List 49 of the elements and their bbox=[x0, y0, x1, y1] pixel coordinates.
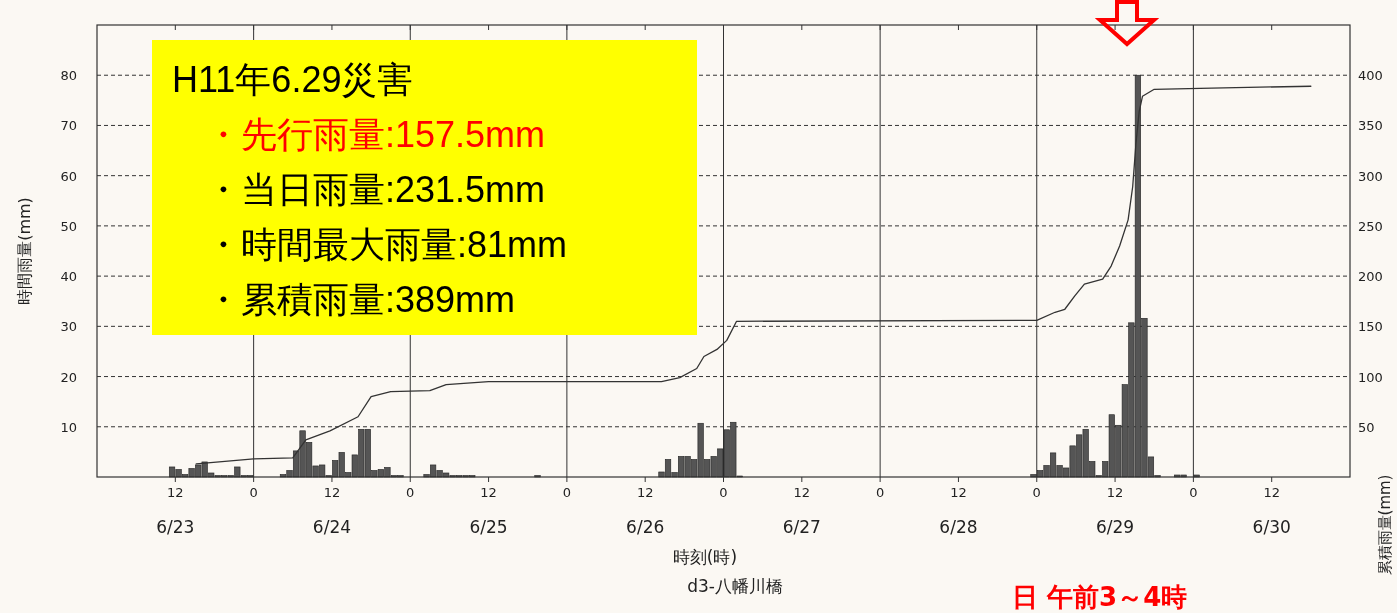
text: 6/24 bbox=[312, 517, 352, 537]
x-tick-label: 0 bbox=[249, 485, 258, 500]
y-tick-label: 70 bbox=[60, 118, 77, 134]
x-tick-label: 12 bbox=[793, 485, 811, 500]
y-tick-label: 40 bbox=[60, 269, 77, 285]
annotation: ・先行雨量:157.5mm bbox=[205, 114, 546, 155]
text: 6/27 bbox=[782, 517, 821, 537]
x-tick-label: 0 bbox=[562, 485, 572, 500]
y2-tick-label: 100 bbox=[1358, 369, 1383, 385]
x-tick-label: 0 bbox=[406, 485, 415, 500]
y2-tick-label: 250 bbox=[1358, 218, 1383, 234]
y2-tick-label: 200 bbox=[1358, 269, 1383, 285]
text: 6/28 bbox=[939, 517, 978, 537]
x-tick-label: 0 bbox=[1032, 485, 1041, 500]
y2-tick-label: 400 bbox=[1358, 68, 1383, 84]
y-tick-label: 80 bbox=[60, 68, 77, 84]
y2-tick-label: 350 bbox=[1358, 118, 1383, 134]
y-tick-label: 30 bbox=[60, 319, 77, 335]
x-tick-label: 0 bbox=[1189, 485, 1198, 500]
annotation: ・時間最大雨量:81mm bbox=[205, 224, 568, 265]
text: d3-八幡川橋 bbox=[687, 576, 783, 596]
x-tick-label: 12 bbox=[167, 485, 184, 500]
annotation: H11年6.29災害 bbox=[172, 59, 414, 100]
x-tick-label: 0 bbox=[875, 485, 885, 500]
y-tick-label: 50 bbox=[60, 218, 77, 234]
text: 6/29 bbox=[1095, 517, 1135, 537]
text: 6/23 bbox=[156, 517, 195, 537]
text: 6/25 bbox=[469, 517, 508, 537]
x-tick-label: 12 bbox=[1263, 485, 1280, 500]
y2-tick-label: 50 bbox=[1358, 419, 1375, 435]
x-tick-label: 0 bbox=[719, 485, 728, 500]
annotation: ・累積雨量:389mm bbox=[205, 279, 516, 320]
x-axis-title: 時刻(時) bbox=[672, 547, 738, 567]
x-tick-label: 12 bbox=[1106, 485, 1124, 500]
y2-tick-label: 150 bbox=[1358, 319, 1383, 335]
y-tick-label: 10 bbox=[60, 419, 77, 435]
y2-tick-label: 300 bbox=[1358, 168, 1383, 184]
y-tick-label: 60 bbox=[60, 168, 77, 184]
x-tick-label: 12 bbox=[636, 485, 654, 500]
text: 6/26 bbox=[626, 517, 665, 537]
x-tick-label: 12 bbox=[323, 485, 341, 500]
y-axis-title: 時間雨量(mm) bbox=[15, 197, 34, 305]
text: 日 午前3～4時 bbox=[1012, 582, 1188, 612]
x-tick-label: 12 bbox=[480, 485, 497, 500]
y2-axis-title: 累積雨量(mm) bbox=[1376, 474, 1394, 576]
annotation: ・当日雨量:231.5mm bbox=[205, 169, 546, 210]
text: 6/30 bbox=[1252, 517, 1291, 537]
y-tick-label: 20 bbox=[60, 369, 77, 385]
x-tick-label: 12 bbox=[950, 485, 967, 500]
